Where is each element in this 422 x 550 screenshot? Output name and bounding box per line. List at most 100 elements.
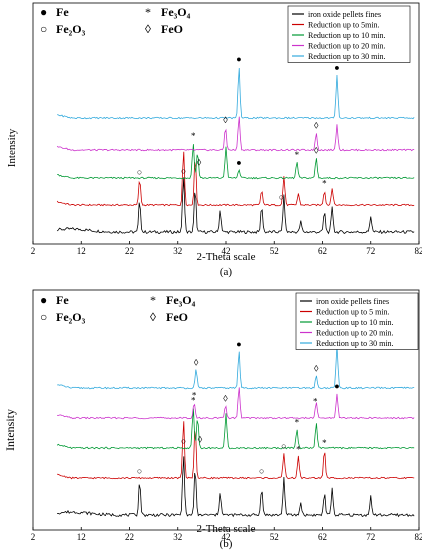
panel-b-peak-marker-feo: ◊ [194,357,199,367]
panel-b-label: (b) [220,538,233,550]
panel-b-peak-marker-fe3o4: * [192,391,197,401]
panel-a-series-line-2 [57,144,415,180]
panel-b-phase-symbol-fe: ● [40,293,47,307]
panel-a-peak-marker-feo: ◊ [197,158,202,168]
panel-b-peak-marker-fe: ● [334,381,339,391]
panel-a-label: (a) [220,266,233,278]
panel-a-xtick-label: 82 [415,246,422,256]
panel-b-series-line-2 [56,408,415,450]
panel-a-peak-marker-fe: ● [334,63,339,73]
panel-a-xtick-label: 2 [31,246,36,256]
panel-a-phase-label-fe2o3: Fe₂O₃ [56,22,86,36]
panel-a-xlabel: 2-Theta scale [197,251,256,263]
panel-b-legend-entry: Reduction up to 30 min. [316,339,394,348]
panel-a-plot-area: 2 12 22 32 42 52 62 72 82 ● ● ◊ ◊ * ◊ ● * ◊ ○ ○ ○ * [31,54,422,256]
panel-a-series-line-4 [57,68,415,120]
panel-a-phase-symbol-fe3o4: * [145,5,151,19]
panel-b-peak-marker-fe: ● [236,339,241,349]
panel-b-phase-label-fe: Fe [56,293,69,307]
panel-a-peak-marker-feo: ◊ [314,121,319,131]
panel-b-series-legend: iron oxide pellets fines Reduction up to … [295,292,419,350]
panel-b-legend-entry: iron oxide pellets fines [316,297,389,306]
panel-a-phase-label-fe: Fe [56,5,69,19]
panel-b-phase-label-feo: FeO [166,310,188,324]
panel-b-peak-marker-feo: ◊ [223,394,228,404]
panel-a-series-legend: iron oxide pellets fines Reduction up to … [287,5,411,63]
panel-a-xtick-label: 52 [270,246,279,256]
panel-a-phase-symbol-fe: ● [40,5,47,19]
panel-a-ylabel: Intensity [6,128,18,167]
panel-a-peak-marker-fe: ● [236,54,241,64]
panel-b-phase-symbol-fe2o3: ○ [40,310,47,324]
panel-a-xtick-label: 42 [222,246,231,256]
panel-b-peak-marker-fe2o3: ○ [259,466,264,476]
panel-a-peak-marker-fe2o3: ○ [137,167,142,177]
panel-b-peak-marker-fe2o3: ○ [137,466,142,476]
panel-b-xtick-label: 62 [318,532,327,542]
panel-b-peak-marker-fe3o4: * [322,438,327,448]
panel-a-phase-label-fe3o4: Fe₃O₄ [161,5,191,19]
panel-b-peak-marker-fe2o3: ○ [281,441,286,451]
panel-a-xtick-label: 12 [77,246,86,256]
panel-b-xtick-label: 52 [270,532,279,542]
panel-b-peak-marker-fe3o4: * [313,397,318,407]
panel-b-legend-entry: Reduction up to 5 min. [316,308,390,317]
panel-a-phase-label-feo: FeO [161,22,183,36]
panel-a-peak-marker-fe2o3: ○ [279,192,284,202]
panel-b-series-legend-box [295,292,419,350]
panel-b-xtick-label: 2 [31,532,36,542]
panel-b-xtick-label: 32 [173,532,182,542]
panel-a-phase-symbol-feo: ◊ [145,22,151,36]
panel-a-legend-entry: Reduction up to 5min. [308,21,380,30]
panel-a-phase-symbol-fe2o3: ○ [40,22,47,36]
panel-b-series-line-4 [57,344,415,390]
panel-a-peak-marker-feo: ◊ [223,115,228,125]
panel-a-peak-marker-fe3o4: * [191,131,196,141]
panel-b-series-line-0 [57,456,415,518]
panel-b-xtick-label: 42 [222,532,231,542]
panel-b-phase-symbol-feo: ◊ [150,310,156,324]
panel-b-xtick-label: 72 [366,532,375,542]
panel-b-peak-marker-fe3o4: * [191,396,196,406]
panel-a-xtick-label: 32 [173,246,182,256]
panel-a-series-line-3 [56,116,415,152]
panel-b-xtick-label: 82 [415,532,422,542]
panel-a-peak-marker-fe: ● [236,157,241,167]
panel-b-phase-label-fe2o3: Fe₂O₃ [56,310,86,324]
panel-b-xtick-label: 12 [77,532,86,542]
panel-a-peak-marker-feo: ◊ [314,146,319,156]
panel-a-series-line-1 [56,151,415,207]
panel-b-series-line-3 [57,387,415,420]
panel-a-peak-marker-fe2o3: ○ [181,166,186,176]
panel-b-peak-marker-feo: ◊ [314,364,319,374]
panel-a-xtick-label: 62 [318,246,327,256]
panel-a: 2 12 22 32 42 52 62 72 82 ● ● ◊ ◊ * ◊ ● * ◊ ○ ○ ○ * iron oxid… [6,2,422,278]
panel-b-legend-entry: Reduction up to 20 min. [316,329,394,338]
panel-a-legend-entry: Reduction up to 10 min. [308,31,386,40]
panel-a-peak-marker-fe3o4: * [295,150,300,160]
panel-b-phase-label-fe3o4: Fe₃O₄ [166,293,196,307]
panel-a-legend-entry: iron oxide pellets fines [308,10,381,19]
panel-b-phase-symbol-fe3o4: * [150,293,156,307]
panel-b-peak-marker-fe3o4: * [295,417,300,427]
panel-a-peak-marker-fe3o4: * [322,179,327,189]
panel-a-legend-entry: Reduction up to 30 min. [308,52,386,61]
panel-b-ylabel: Intensity [3,409,17,451]
panel-b-peak-marker-fe3o4: * [296,444,301,454]
panel-a-xtick-label: 22 [125,246,134,256]
panel-a-xtick-label: 72 [366,246,375,256]
panel-a-series-legend-box [287,5,411,63]
panel-b-phase-legend: ● Fe * Fe₃O₄ ○ Fe₂O₃ ◊ FeO [40,293,196,324]
panel-b-series-line-1 [57,421,415,480]
panel-a-legend-entry: Reduction up to 20 min. [308,42,386,51]
panel-a-phase-legend: ● Fe * Fe₃O₄ ○ Fe₂O₃ ◊ FeO [40,5,191,36]
panel-b-peak-marker-feo: ◊ [198,435,203,445]
panel-b-legend-entry: Reduction up to 10 min. [316,318,394,327]
panel-b-peak-marker-fe2o3: ○ [181,436,186,446]
panel-b-xtick-label: 22 [125,532,134,542]
panel-b-xlabel: 2-Theta scale [197,523,256,535]
panel-a-series-line-0 [56,177,415,235]
